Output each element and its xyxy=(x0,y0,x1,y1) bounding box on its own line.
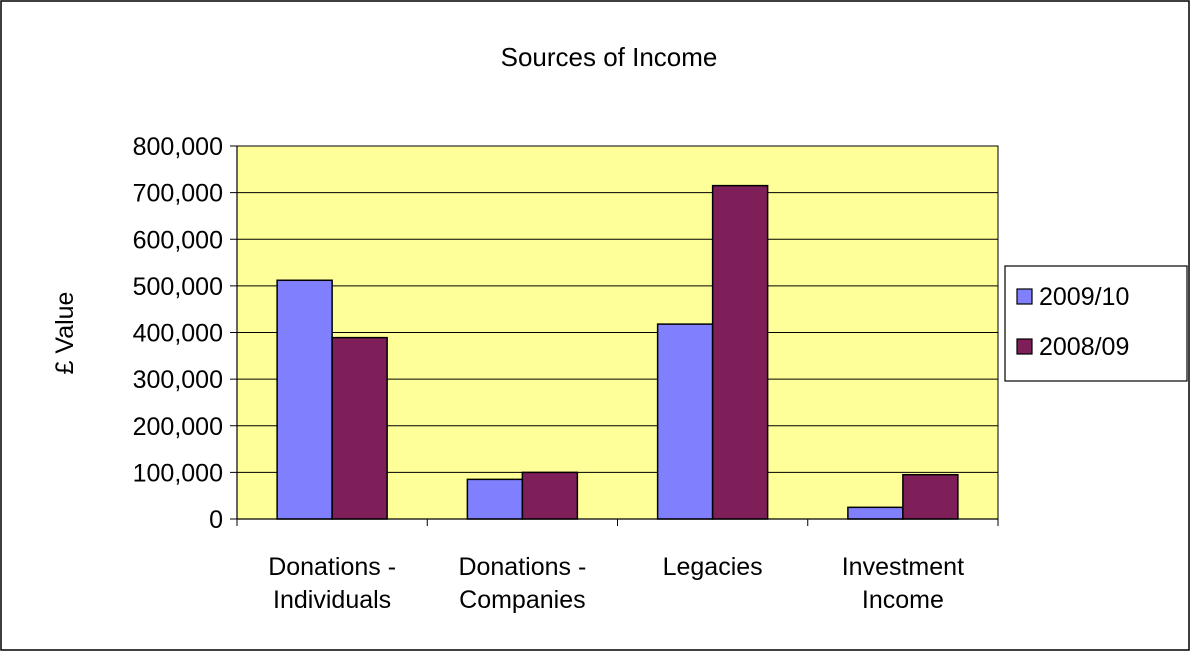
legend-box xyxy=(1004,265,1188,382)
y-tick-label: 0 xyxy=(209,506,223,534)
bar-series-2 xyxy=(711,184,769,520)
bar-series-2 xyxy=(902,473,959,520)
x-category-label: Investment Income xyxy=(842,553,964,614)
bar-series-1 xyxy=(276,279,333,520)
x-category-labels: Donations -Individuals Donations -Compani… xyxy=(268,553,964,614)
legend-swatch xyxy=(1016,288,1033,305)
legend-label: 2008/09 xyxy=(1039,333,1129,361)
legend: 2009/10 2008/09 xyxy=(1004,265,1188,382)
x-category-label: Legacies xyxy=(663,553,763,581)
y-tick-label: 400,000 xyxy=(133,320,223,348)
bar-series-1 xyxy=(466,478,524,520)
y-tick-label: 500,000 xyxy=(133,273,223,301)
x-category-label: Donations -Individuals xyxy=(268,553,396,614)
bars xyxy=(276,184,959,520)
legend-label: 2009/10 xyxy=(1039,283,1129,311)
legend-swatch xyxy=(1016,338,1033,355)
bar-series-1 xyxy=(656,323,714,520)
y-tick-label: 800,000 xyxy=(133,133,223,161)
y-tick-label: 200,000 xyxy=(133,413,223,441)
y-tick-label: 700,000 xyxy=(133,180,223,208)
bar-series-2 xyxy=(331,336,388,520)
y-tick-label: 100,000 xyxy=(133,459,223,487)
y-tick-labels: 0 100,000 200,000 300,000 400,000 500,000 600,… xyxy=(133,133,223,534)
y-tick-label: 600,000 xyxy=(133,226,223,254)
axes xyxy=(230,145,999,526)
y-tick-label: 300,000 xyxy=(133,366,223,394)
y-axis-label: £ Value xyxy=(51,292,79,375)
bar-series-1 xyxy=(847,506,904,520)
chart-title: Sources of Income xyxy=(501,42,718,72)
bar-series-2 xyxy=(521,471,579,520)
x-category-label: Donations -Companies xyxy=(458,553,586,614)
